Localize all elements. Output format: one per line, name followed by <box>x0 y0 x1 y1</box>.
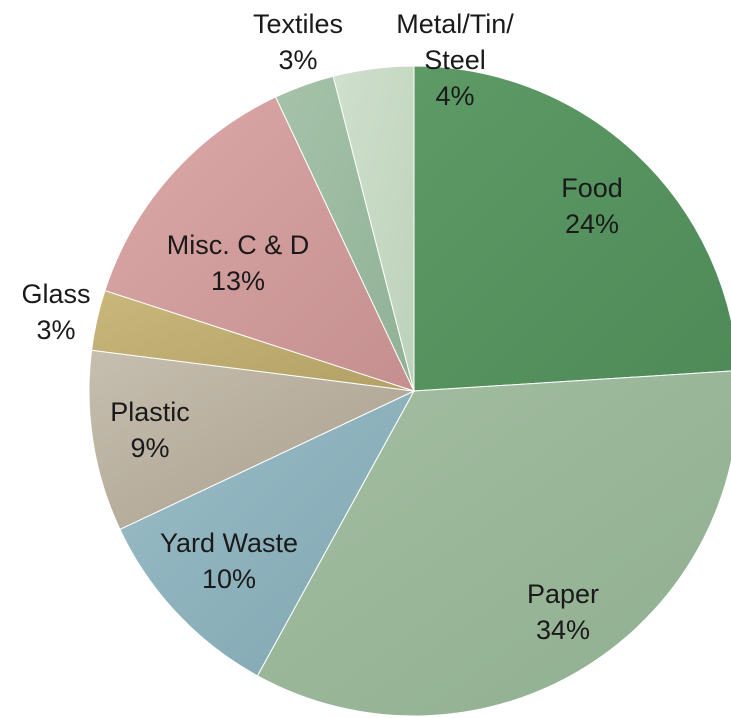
slice-label-line: 24% <box>565 209 619 239</box>
slices-layer <box>88 65 731 717</box>
slice-label-yard-waste: Yard Waste 10% <box>160 528 298 594</box>
slice-label-line: Paper <box>527 579 599 609</box>
slice-label-line: Glass <box>21 279 90 309</box>
slice-label-plastic: Plastic 9% <box>110 397 190 463</box>
pie-slice-paper <box>256 370 731 717</box>
slice-label-line: Plastic <box>110 397 190 427</box>
slice-label-line: 9% <box>130 433 169 463</box>
slice-label-line: 13% <box>211 266 265 296</box>
labels-layer: Food 24% Paper 34% Yard Waste 10% Plastic 9% Gla… <box>21 9 622 645</box>
pie-slice-metal-tin-steel <box>332 65 415 392</box>
slice-label-misc-c-d: Misc. C & D 13% <box>167 230 310 296</box>
slice-label-line: Yard Waste <box>160 528 298 558</box>
slice-label-line: 3% <box>36 315 75 345</box>
slice-label-textiles: Textiles 3% <box>253 9 343 75</box>
slice-label-metal-tin-steel: Metal/Tin/Steel 4% <box>396 9 514 111</box>
pie-slice-food <box>413 65 731 392</box>
slice-label-line: 4% <box>435 81 474 111</box>
slice-label-food: Food 24% <box>561 173 623 239</box>
slice-label-line: Food <box>561 173 623 203</box>
slice-label-line: 10% <box>202 564 256 594</box>
slice-label-paper: Paper 34% <box>527 579 599 645</box>
slice-label-line: Metal/Tin/ <box>396 9 514 39</box>
slice-label-line: 34% <box>536 615 590 645</box>
pie-slice-plastic <box>88 349 416 531</box>
slice-label-line: 3% <box>278 45 317 75</box>
pie-slice-yard-waste <box>119 389 416 677</box>
slice-label-line: Textiles <box>253 9 343 39</box>
slice-label-line: Steel <box>424 45 486 75</box>
slice-label-line: Misc. C & D <box>167 230 310 260</box>
pie-slice-misc-c-d <box>104 96 415 392</box>
slice-label-glass: Glass 3% <box>21 279 90 345</box>
